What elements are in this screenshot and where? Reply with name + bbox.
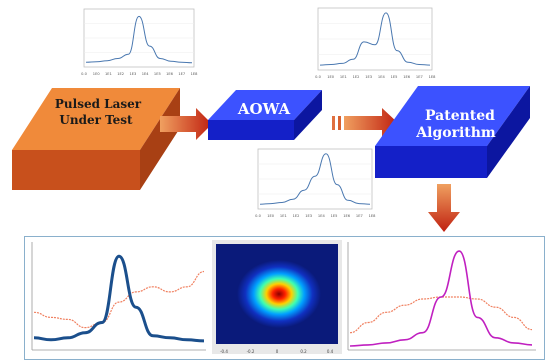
result-temporal-plot — [30, 240, 208, 354]
inset-tick-label: 1E8 — [369, 214, 376, 218]
inset-tick-label: 1E7 — [356, 214, 363, 218]
inset-tick-label: 1E0 — [93, 72, 101, 76]
inset-tick-label: 1E7 — [178, 72, 185, 76]
spectral-intensity-line — [349, 250, 533, 347]
inset-tick-label: 1E1 — [280, 214, 287, 218]
beam-spot — [237, 260, 321, 328]
inset-tick-label: 1E6 — [343, 214, 351, 218]
inset-tick-label: 1E3 — [129, 72, 136, 76]
inset-tick-label: 1E4 — [142, 72, 150, 76]
heatmap-tick-label: 0.4 — [327, 349, 334, 354]
temporal-intensity-line — [33, 254, 205, 343]
spectrum-inset-middle: 0.0 1E0 1E1 1E2 1E3 1E4 1E5 1E6 1E7 1E8 — [254, 146, 376, 220]
inset-spectrum-line — [85, 15, 193, 64]
inset-tick-label: 1E5 — [331, 214, 338, 218]
inset-tick-label: 1E2 — [353, 75, 360, 79]
inset-tick-label: 1E3 — [365, 75, 372, 79]
laser-block: Pulsed Laser Under Test — [12, 88, 180, 190]
result-spectral-plot — [344, 240, 538, 354]
inset-tick-label: 1E5 — [154, 72, 161, 76]
inset-tick-label: 1E2 — [117, 72, 124, 76]
spectrum-inset-aowa: 0.0 1E0 1E1 1E2 1E3 1E4 1E5 1E6 1E7 1E8 — [314, 5, 436, 81]
aowa-label: AOWA — [237, 100, 291, 118]
inset-tick-label: 1E0 — [327, 75, 335, 79]
inset-tick-label: 0.0 — [255, 214, 261, 218]
inset-tick-label: 1E8 — [191, 72, 198, 76]
inset-tick-label: 0.0 — [81, 72, 87, 76]
flow-diagram: Pulsed Laser Under Test AOWA Patented Al… — [12, 86, 530, 232]
heatmap-tick-label: -0.2 — [247, 349, 255, 354]
inset-tick-label: 1E8 — [429, 75, 436, 79]
result-beam-heatmap: -0.4 -0.2 0 0.2 0.4 — [212, 240, 342, 354]
spectral-phase-line — [349, 296, 533, 334]
aowa-block: AOWA — [208, 90, 322, 140]
inset-tick-label: 1E5 — [391, 75, 398, 79]
inset-tick-label: 1E6 — [403, 75, 411, 79]
inset-tick-label: 1E4 — [318, 214, 326, 218]
inset-tick-label: 1E1 — [105, 72, 112, 76]
inset-tick-label: 1E7 — [416, 75, 423, 79]
temporal-phase-line — [33, 270, 205, 329]
arrow-laser-to-aowa — [160, 108, 212, 140]
inset-tick-label: 0.0 — [315, 75, 321, 79]
arrow-algorithm-down — [428, 184, 460, 232]
inset-spectrum-line — [259, 153, 371, 205]
laser-label-line1: Pulsed Laser — [55, 97, 142, 111]
algorithm-block: Patented Algorithm — [375, 86, 530, 178]
arrow-aowa-to-algorithm — [332, 108, 398, 138]
inset-tick-label: 1E3 — [305, 214, 312, 218]
inset-tick-label: 1E0 — [267, 214, 275, 218]
inset-tick-label: 1E6 — [166, 72, 174, 76]
heatmap-tick-label: -0.4 — [220, 349, 228, 354]
inset-tick-label: 1E2 — [293, 214, 300, 218]
inset-spectrum-line — [319, 12, 431, 66]
heatmap-tick-label: 0.2 — [300, 349, 307, 354]
spectrum-inset-laser: 0.0 1E0 1E1 1E2 1E3 1E4 1E5 1E6 1E7 1E8 — [80, 6, 198, 78]
laser-label-line2: Under Test — [59, 113, 133, 127]
inset-tick-label: 1E1 — [340, 75, 347, 79]
heatmap-tick-label: 0 — [276, 349, 279, 354]
algorithm-label-line1: Patented — [425, 108, 495, 124]
inset-tick-label: 1E4 — [378, 75, 386, 79]
algorithm-label-line2: Algorithm — [415, 125, 496, 141]
